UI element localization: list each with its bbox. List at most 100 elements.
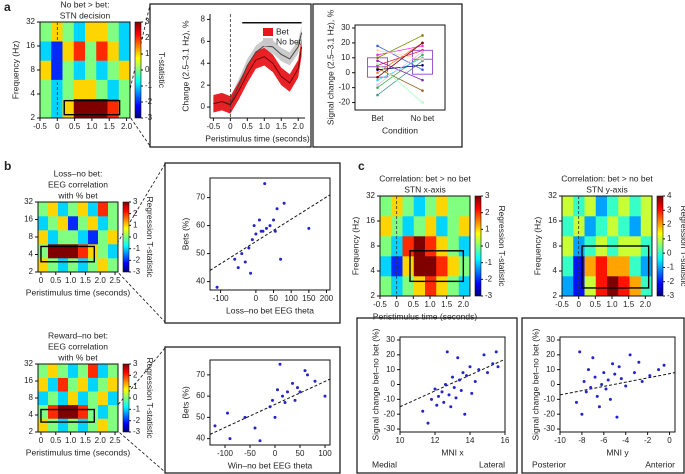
heat-cell xyxy=(595,256,608,277)
y-tick-label: 8 xyxy=(201,15,206,24)
x-tick-label: 2.0 xyxy=(640,300,652,309)
pair-line xyxy=(377,64,423,71)
point xyxy=(243,415,247,419)
heat-cell xyxy=(425,256,437,277)
x-tick-label: -10 xyxy=(554,436,566,445)
point xyxy=(648,374,652,378)
colorbar-tick-label: -1 xyxy=(133,404,141,413)
pair-point xyxy=(376,78,379,82)
x-tick-label: 50 xyxy=(296,449,305,458)
y-tick-label: 0 xyxy=(201,102,206,111)
y-axis-label: Bets (%) xyxy=(180,218,190,251)
pair-point xyxy=(421,53,424,57)
pair-point xyxy=(376,49,379,52)
panel-frame xyxy=(521,317,685,474)
heat-cell xyxy=(62,41,75,61)
x-axis-label: MNI x xyxy=(441,447,464,457)
x-tick-label: 0 xyxy=(55,122,60,131)
colorbar-tick-label: 3 xyxy=(485,191,490,200)
plot-frame xyxy=(354,24,446,111)
heat-cell xyxy=(48,391,59,406)
pair-point xyxy=(421,68,424,72)
point xyxy=(268,405,272,409)
pair-line xyxy=(377,42,423,78)
point xyxy=(456,356,460,360)
y-tick-label: 20 xyxy=(386,350,395,359)
pair-point xyxy=(376,75,379,79)
point xyxy=(589,385,593,389)
y-tick-label: 40 xyxy=(196,434,205,443)
heat-cell xyxy=(62,22,75,42)
heat-cell xyxy=(436,256,448,277)
panel-frame xyxy=(149,3,312,148)
colorbar-tick-label: -3 xyxy=(133,267,141,276)
heat-cell xyxy=(73,79,86,100)
pair-line xyxy=(377,35,423,59)
y-tick-label: 16 xyxy=(366,216,375,225)
point xyxy=(461,371,465,375)
point xyxy=(282,201,286,205)
x-tick-label: 2.5 xyxy=(109,436,121,445)
pair-point xyxy=(376,68,379,72)
colorbar-tick-label: 0 xyxy=(667,248,672,257)
point xyxy=(662,363,666,367)
chart-title: EEG correlation xyxy=(48,179,108,189)
heat-cell xyxy=(68,364,79,378)
heat-cell xyxy=(595,196,608,217)
heat-cell xyxy=(107,41,120,61)
heat-cell xyxy=(48,244,59,259)
pair-point xyxy=(421,41,424,45)
y-tick-label: -30 xyxy=(543,424,555,433)
heat-cell xyxy=(413,196,426,217)
heat-cell xyxy=(447,256,460,277)
heat-cell xyxy=(48,202,59,217)
panel-frame xyxy=(164,346,341,474)
point xyxy=(637,360,641,364)
heat-cell xyxy=(618,276,630,297)
heat-cell xyxy=(88,377,99,392)
point xyxy=(433,387,437,391)
heat-cell xyxy=(107,98,120,119)
heat-cell xyxy=(118,98,131,119)
point xyxy=(491,362,495,366)
colorbar-tick-label: 1 xyxy=(667,234,672,243)
y-tick-label: 16 xyxy=(26,41,35,50)
point xyxy=(486,371,489,375)
heat-cell xyxy=(48,230,59,245)
heat-cell xyxy=(38,377,49,392)
heat-cell xyxy=(62,79,75,100)
pair-point xyxy=(421,57,424,61)
panel-letter: c xyxy=(358,159,365,173)
heat-cell xyxy=(447,276,460,297)
colorbar-tick-label: 1 xyxy=(133,220,138,229)
colorbar-tick-label: 2 xyxy=(485,208,490,217)
heat-cell xyxy=(48,364,59,378)
connector xyxy=(111,425,166,473)
heat-cell xyxy=(425,216,437,237)
heat-cell xyxy=(38,364,49,378)
heat-cell xyxy=(380,256,392,277)
point xyxy=(249,271,253,275)
point xyxy=(263,182,267,186)
heat-cell xyxy=(78,404,89,419)
point xyxy=(215,285,219,289)
point xyxy=(272,218,276,222)
y-tick-label: -10 xyxy=(338,83,350,92)
x-tick-label: -8 xyxy=(578,436,586,445)
heat-cell xyxy=(107,22,120,42)
point xyxy=(435,403,439,407)
heat-cell xyxy=(68,244,79,259)
point xyxy=(604,387,608,391)
chart-title: STN decision xyxy=(60,10,111,20)
y-tick-label: 32 xyxy=(366,191,375,200)
colorbar-tick-label: 4 xyxy=(667,191,672,200)
point xyxy=(268,224,272,228)
y-tick-label: 40 xyxy=(196,277,205,286)
heat-cell xyxy=(107,79,120,100)
x-tick-label: -50 xyxy=(244,449,256,458)
point xyxy=(247,246,251,250)
pair-point xyxy=(376,53,379,57)
chart-title: Correlation: bet > no bet xyxy=(561,173,653,183)
heat-cell xyxy=(38,230,49,245)
heat-cell xyxy=(48,216,59,231)
